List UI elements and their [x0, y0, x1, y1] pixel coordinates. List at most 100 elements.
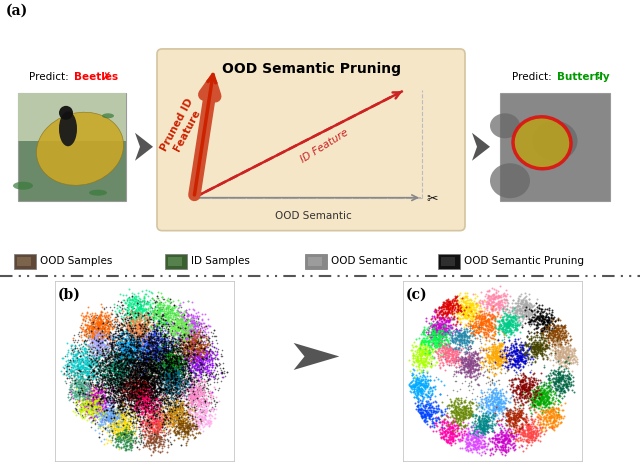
Point	[442, 309, 452, 316]
Point	[152, 410, 162, 417]
Point	[93, 382, 103, 390]
Point	[135, 400, 145, 408]
Point	[148, 425, 158, 432]
Point	[525, 382, 535, 389]
Point	[105, 381, 115, 388]
Point	[157, 314, 168, 321]
Point	[86, 402, 97, 409]
Point	[183, 337, 193, 344]
Point	[96, 410, 106, 418]
Point	[499, 331, 509, 339]
Point	[195, 350, 205, 357]
Point	[132, 301, 143, 308]
Point	[164, 356, 175, 363]
Point	[458, 409, 468, 416]
Point	[143, 351, 153, 358]
Point	[469, 306, 479, 313]
Point	[522, 431, 532, 439]
Point	[115, 290, 125, 297]
Point	[141, 300, 152, 307]
Point	[163, 396, 173, 404]
Point	[122, 335, 132, 342]
Point	[86, 350, 97, 357]
Point	[131, 425, 141, 432]
Point	[193, 383, 204, 390]
Point	[148, 350, 159, 358]
Point	[463, 368, 473, 376]
Point	[138, 337, 148, 345]
Point	[140, 372, 150, 379]
Point	[204, 349, 214, 356]
Point	[111, 394, 121, 402]
Point	[442, 341, 452, 349]
Point	[539, 378, 549, 386]
Point	[131, 376, 141, 383]
Point	[147, 407, 157, 414]
Point	[109, 348, 120, 356]
Point	[178, 360, 188, 368]
Point	[90, 395, 100, 402]
Point	[97, 401, 108, 408]
Point	[112, 398, 122, 406]
Point	[128, 350, 138, 358]
Point	[92, 332, 102, 340]
Point	[104, 353, 115, 360]
Point	[193, 376, 204, 383]
Point	[425, 362, 435, 370]
Point	[476, 318, 486, 326]
Point	[179, 427, 189, 435]
Point	[155, 368, 165, 376]
Point	[133, 384, 143, 392]
Point	[502, 431, 513, 439]
Point	[406, 381, 417, 389]
Point	[87, 329, 97, 337]
Point	[137, 329, 147, 336]
Point	[150, 348, 161, 356]
Point	[472, 432, 482, 439]
Point	[155, 376, 165, 384]
Point	[144, 376, 154, 383]
Point	[172, 431, 182, 439]
Point	[495, 356, 505, 363]
Point	[133, 324, 143, 331]
Point	[411, 381, 421, 388]
Point	[486, 293, 496, 301]
Point	[154, 391, 164, 399]
Point	[166, 371, 176, 379]
Point	[174, 317, 184, 324]
Point	[97, 371, 108, 379]
Point	[483, 420, 493, 428]
Point	[162, 352, 172, 360]
Point	[201, 408, 211, 415]
Point	[197, 325, 207, 332]
Point	[174, 424, 184, 431]
Point	[183, 337, 193, 344]
Point	[182, 332, 193, 339]
Point	[95, 396, 105, 403]
Point	[95, 383, 106, 390]
Point	[150, 366, 161, 373]
Point	[172, 348, 182, 355]
Point	[120, 404, 130, 412]
Point	[136, 333, 147, 341]
Point	[513, 371, 523, 379]
Point	[187, 321, 197, 329]
Point	[145, 303, 156, 311]
Point	[428, 331, 438, 339]
Point	[181, 409, 191, 417]
Point	[191, 382, 201, 390]
Text: OOD Semantic Pruning: OOD Semantic Pruning	[464, 257, 584, 266]
Point	[206, 369, 216, 376]
Point	[474, 370, 484, 378]
Point	[452, 408, 463, 416]
Point	[160, 343, 170, 351]
Point	[139, 381, 149, 389]
Point	[461, 332, 471, 340]
Point	[68, 367, 79, 374]
Point	[111, 353, 121, 361]
Point	[138, 401, 148, 409]
Point	[518, 429, 529, 437]
Point	[179, 349, 189, 357]
Point	[435, 390, 445, 398]
Point	[95, 320, 106, 327]
